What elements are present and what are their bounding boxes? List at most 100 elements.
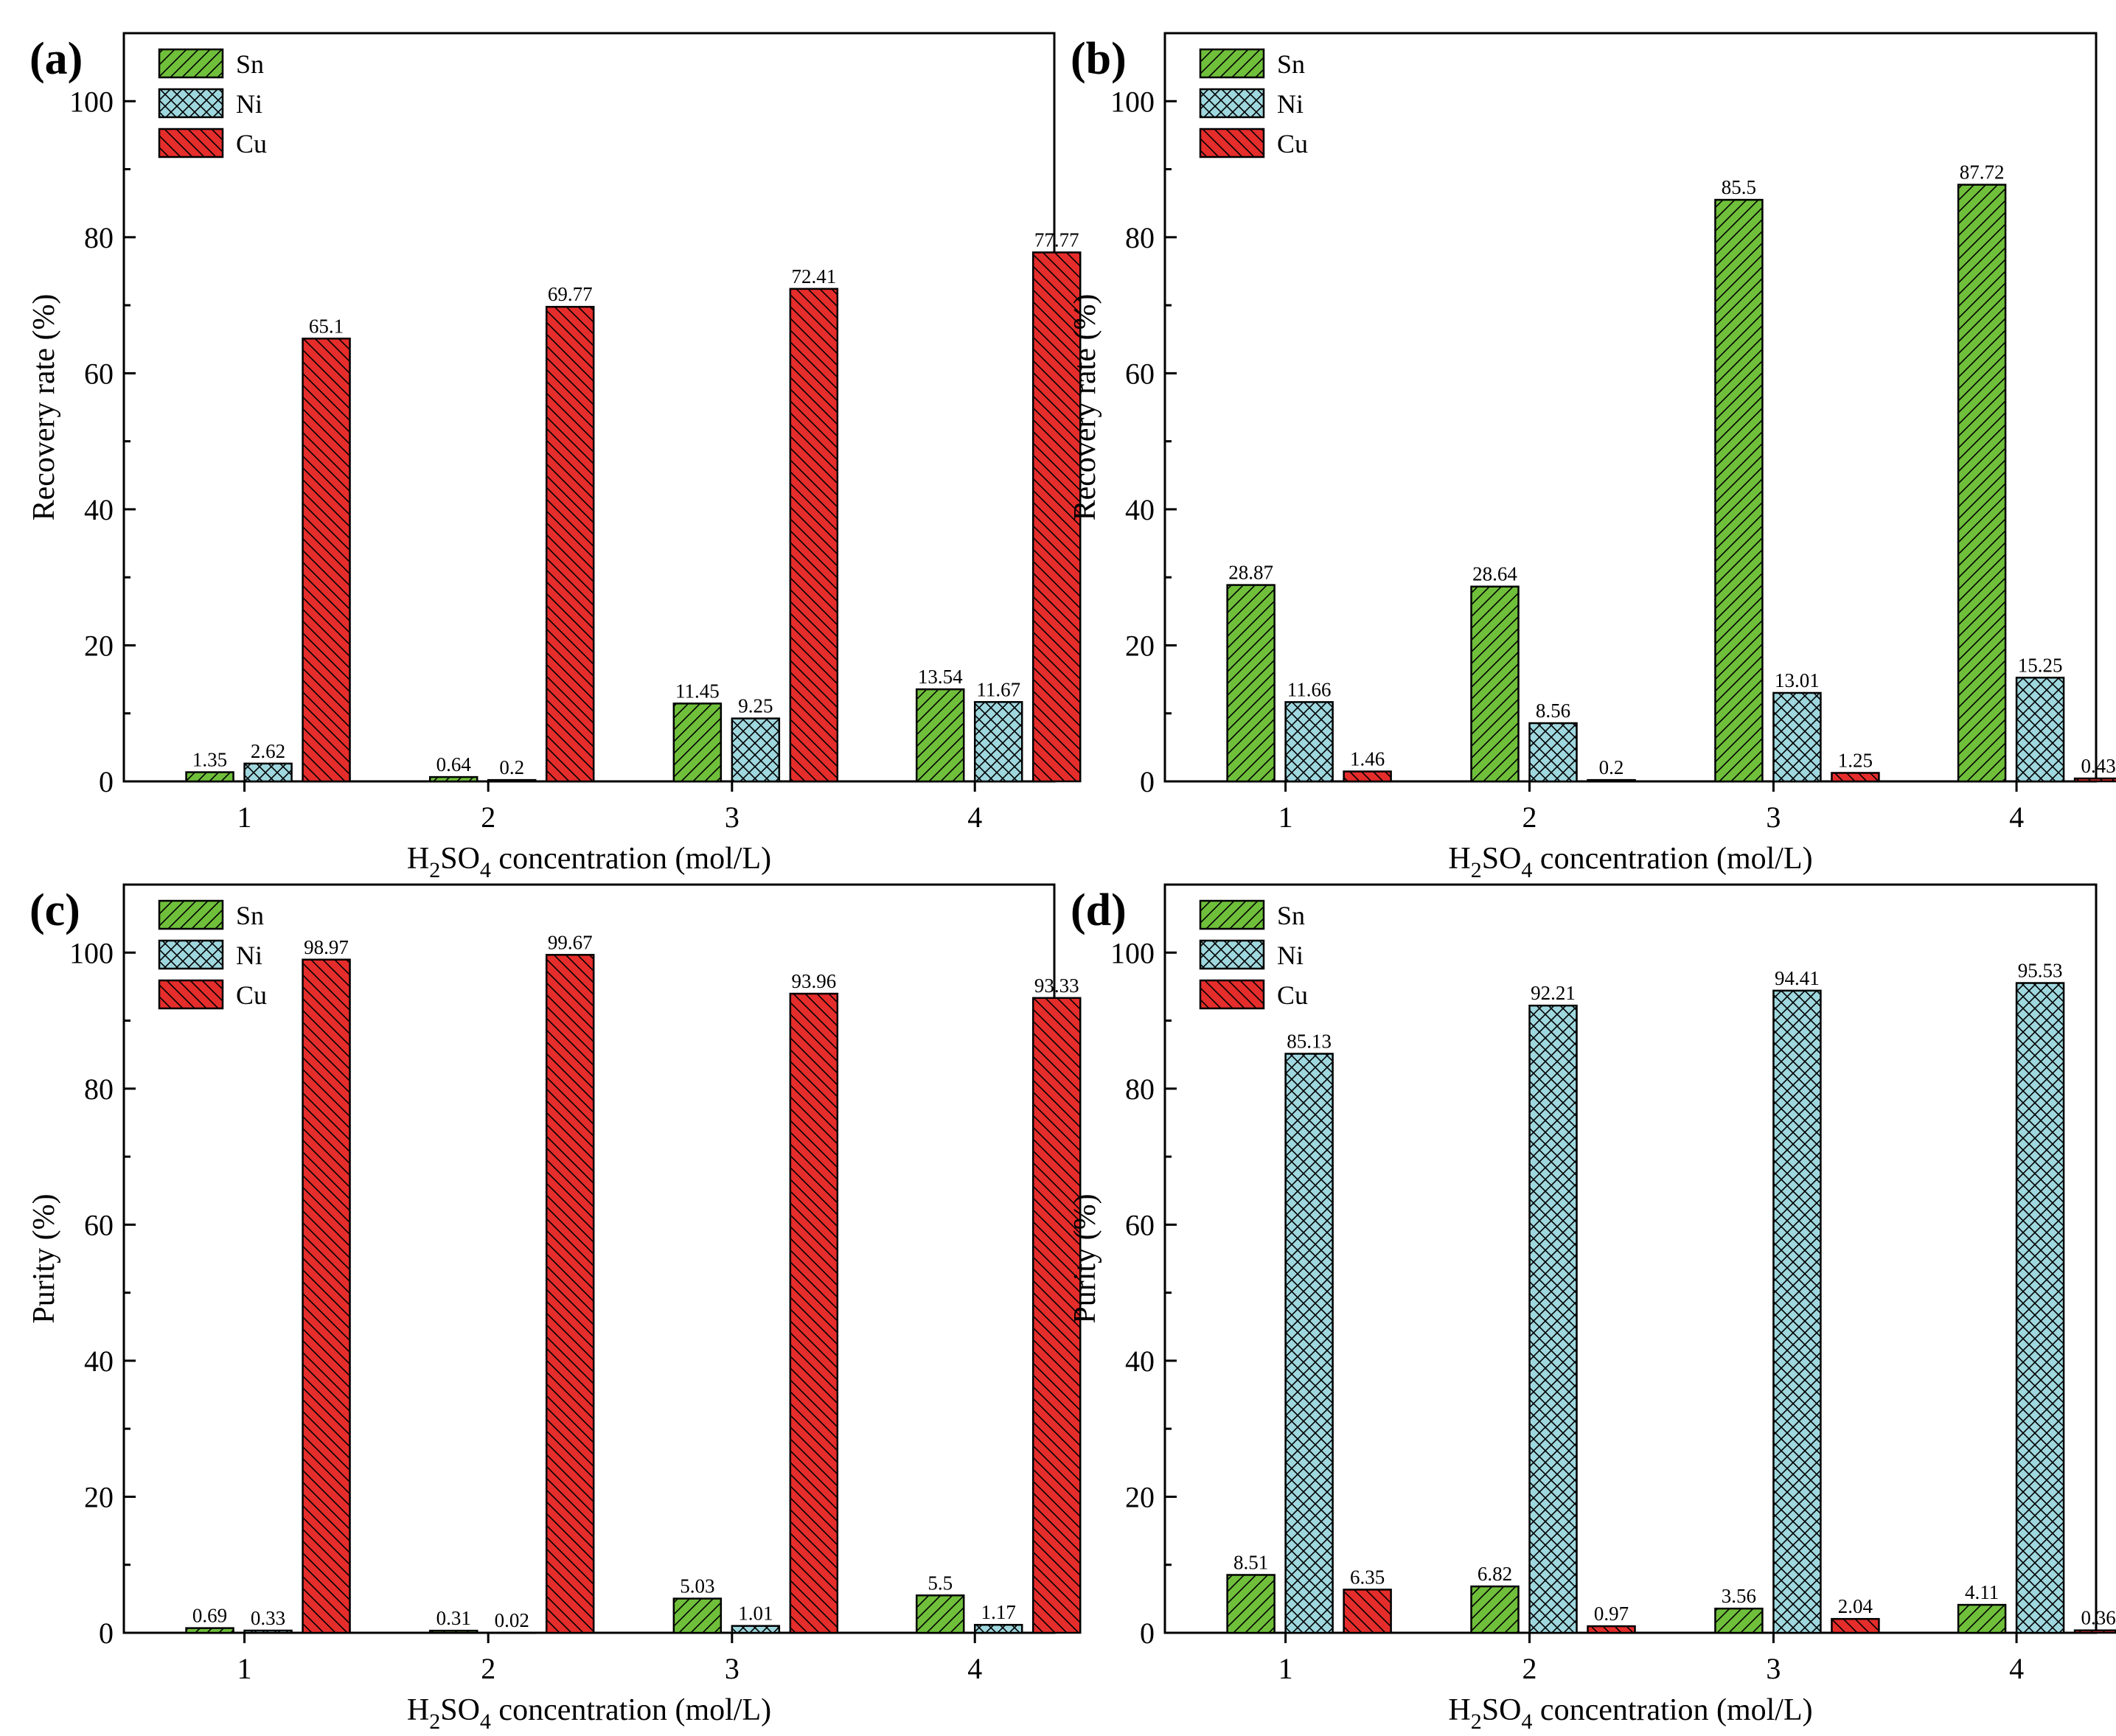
bar-value-label: 69.77 — [548, 283, 593, 305]
bar-cu — [545, 954, 595, 1634]
y-tick-label: 80 — [1125, 1073, 1155, 1106]
bar-ni — [1284, 701, 1334, 783]
y-tick-label: 20 — [1125, 1480, 1155, 1513]
bar-value-label: 0.02 — [495, 1609, 529, 1631]
bar-ni — [973, 701, 1023, 783]
bar-value-label: 8.51 — [1233, 1551, 1268, 1573]
bar-sn — [1957, 184, 2007, 783]
legend-label-cu: Cu — [236, 129, 267, 158]
panel-c: (c) 0 20 40 60 80 100 Purity (%) 1 2 3 4 H2SO4 conce… — [27, 883, 1082, 1734]
bar-ni — [243, 762, 293, 783]
bar-value-label: 0.97 — [1594, 1603, 1629, 1625]
x-tick-label: 4 — [967, 801, 982, 834]
bar-value-label: 99.67 — [548, 931, 593, 953]
bar-value-label: 6.35 — [1350, 1566, 1385, 1588]
x-tick-label: 4 — [2009, 801, 2024, 834]
y-tick-label: 20 — [84, 629, 114, 662]
legend-label-sn: Sn — [1277, 901, 1305, 930]
bar-value-label: 72.41 — [791, 265, 836, 287]
bar-cu — [1343, 770, 1392, 783]
bar-value-label: 65.1 — [309, 315, 344, 337]
y-tick-label: 40 — [84, 1345, 114, 1378]
legend-label-cu: Cu — [1277, 129, 1308, 158]
panel-label: (b) — [1071, 34, 1127, 84]
bar-value-label: 0.69 — [192, 1605, 227, 1627]
x-tick-label: 4 — [2009, 1652, 2024, 1685]
bar-ni — [1528, 722, 1578, 783]
bar-value-label: 28.87 — [1228, 562, 1273, 584]
bar-value-label: 9.25 — [738, 695, 773, 717]
bar-ni — [731, 1625, 781, 1634]
bar-sn — [915, 1594, 965, 1634]
bar-value-label: 1.01 — [738, 1603, 773, 1625]
y-tick-label: 40 — [1125, 493, 1155, 526]
bar-value-label: 87.72 — [1960, 161, 2005, 184]
legend-swatch-sn — [158, 899, 224, 930]
bar-value-label: 94.41 — [1775, 967, 1820, 989]
y-tick-label: 60 — [84, 357, 114, 390]
bar-value-label: 1.35 — [192, 749, 227, 771]
bar-ni — [1772, 691, 1822, 783]
bar-sn — [1470, 585, 1520, 783]
legend-swatch-cu — [158, 128, 224, 158]
bar-value-label: 13.01 — [1775, 669, 1820, 691]
bar-sn — [428, 775, 478, 783]
bar-value-label: 2.04 — [1838, 1595, 1873, 1617]
legend-swatch-cu — [1199, 128, 1265, 158]
legend-swatch-sn — [158, 48, 224, 79]
x-tick-label: 3 — [1766, 801, 1781, 834]
y-tick-label: 100 — [1110, 936, 1155, 969]
bar-sn — [185, 771, 234, 783]
bar-value-label: 77.77 — [1034, 229, 1079, 251]
x-tick-label: 2 — [1522, 801, 1537, 834]
bar-value-label: 3.56 — [1722, 1585, 1756, 1607]
legend-swatch-ni — [158, 88, 224, 119]
legend-label-ni: Ni — [1277, 941, 1304, 970]
bar-value-label: 92.21 — [1531, 982, 1576, 1004]
legend-label-sn: Sn — [1277, 49, 1305, 79]
bar-cu — [1031, 251, 1082, 783]
bar-sn — [1226, 1574, 1275, 1634]
bar-cu — [1587, 778, 1636, 783]
bar-sn — [1957, 1603, 2007, 1634]
y-tick-label: 20 — [84, 1480, 114, 1513]
bar-cu — [302, 958, 351, 1634]
panel-d: (d) 0 20 40 60 80 100 Purity (%) 1 2 3 4 H2SO4 conce… — [1068, 883, 2116, 1734]
bar-sn — [1714, 1607, 1764, 1634]
y-tick-label: 0 — [1140, 765, 1155, 798]
bar-value-label: 85.5 — [1722, 176, 1756, 198]
bar-value-label: 0.36 — [2081, 1607, 2115, 1629]
bar-sn — [1226, 584, 1275, 783]
y-tick-label: 60 — [84, 1208, 114, 1241]
legend-label-cu: Cu — [236, 980, 267, 1010]
x-tick-label: 1 — [237, 1652, 252, 1685]
y-tick-label: 100 — [1110, 85, 1155, 118]
bar-value-label: 0.2 — [499, 756, 524, 778]
y-tick-label: 40 — [84, 493, 114, 526]
x-tick-label: 1 — [1278, 1652, 1293, 1685]
panel-label: (c) — [29, 885, 80, 935]
y-tick-label: 60 — [1125, 1208, 1155, 1241]
bar-value-label: 1.17 — [981, 1601, 1016, 1623]
bar-value-label: 0.43 — [2081, 755, 2115, 777]
bar-value-label: 1.25 — [1838, 749, 1873, 771]
bar-value-label: 8.56 — [1536, 700, 1570, 722]
bar-value-label: 2.62 — [251, 740, 285, 762]
bar-value-label: 5.5 — [928, 1572, 953, 1594]
legend-label-sn: Sn — [236, 49, 264, 79]
bar-cu — [1343, 1589, 1392, 1634]
bar-cu — [1831, 772, 1880, 783]
bar-cu — [2073, 777, 2116, 783]
bar-value-label: 15.25 — [2018, 654, 2063, 676]
bar-value-label: 0.31 — [436, 1607, 471, 1629]
bar-cu — [2073, 1629, 2116, 1634]
y-axis-title: Recovery rate (%) — [1068, 294, 1102, 521]
x-tick-label: 2 — [481, 1652, 495, 1685]
y-tick-label: 60 — [1125, 357, 1155, 390]
panel-a: (a) 0 20 40 60 80 100 Recovery rate (%) 1 2 3 4 H2SO… — [27, 32, 1082, 882]
bar-value-label: 11.45 — [675, 680, 720, 702]
bar-ni — [243, 1629, 293, 1634]
y-axis-title: Purity (%) — [27, 1193, 61, 1323]
bar-cu — [789, 287, 839, 783]
